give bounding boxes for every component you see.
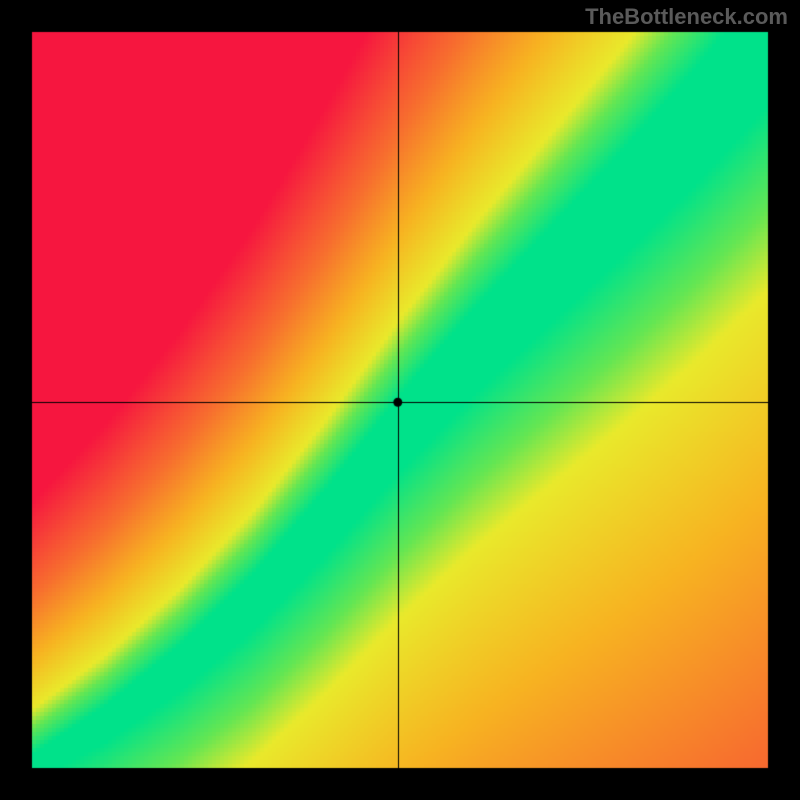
watermark-label: TheBottleneck.com — [585, 4, 788, 30]
bottleneck-heatmap — [0, 0, 800, 800]
chart-container: TheBottleneck.com — [0, 0, 800, 800]
